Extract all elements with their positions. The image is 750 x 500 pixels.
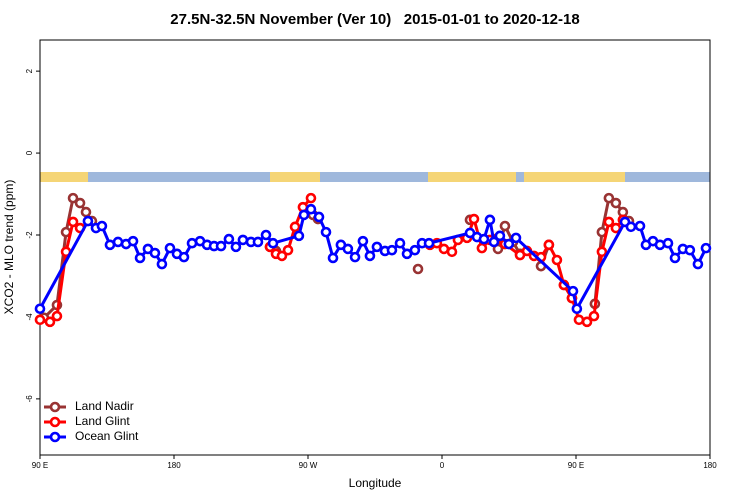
data-point (654, 239, 666, 251)
series (34, 203, 712, 315)
data-point (364, 250, 376, 262)
data-point (67, 192, 79, 204)
data-point (267, 237, 279, 249)
data-point (282, 244, 294, 256)
data-point (223, 233, 235, 245)
y-tick-label: 0 (25, 150, 34, 155)
data-point (446, 246, 458, 258)
data-point (34, 314, 46, 326)
data-point (80, 206, 92, 218)
data-point (662, 237, 674, 249)
data-point (252, 236, 264, 248)
data-point (215, 240, 227, 252)
y-tick-label: -6 (25, 395, 34, 403)
data-point (625, 221, 637, 233)
data-point (684, 244, 696, 256)
x-tick-label: 90 W (299, 461, 318, 470)
data-point (313, 211, 325, 223)
data-point (571, 303, 583, 315)
data-point (327, 252, 339, 264)
data-point (581, 316, 593, 328)
data-point (320, 226, 332, 238)
data-point (164, 242, 176, 254)
data-point (401, 248, 413, 260)
legend-marker (49, 401, 61, 413)
chart-title: 27.5N-32.5N November (Ver 10) 2015-01-01… (170, 11, 579, 28)
data-point (412, 263, 424, 275)
x-axis-label: Longitude (349, 476, 402, 490)
data-point (34, 303, 46, 315)
legend-marker (49, 416, 61, 428)
data-point (293, 230, 305, 242)
data-point (371, 241, 383, 253)
data-point (476, 242, 488, 254)
data-point (178, 251, 190, 263)
data-point (468, 213, 480, 225)
x-tick-label: 90 E (32, 461, 48, 470)
x-tick-label: 0 (440, 461, 445, 470)
y-tick-label: -2 (25, 231, 34, 239)
data-point (67, 216, 79, 228)
data-point (156, 258, 168, 270)
data-point (551, 254, 563, 266)
data-point (96, 220, 108, 232)
data-point (499, 220, 511, 232)
x-tick-label: 180 (167, 461, 181, 470)
data-point (127, 235, 139, 247)
data-point (51, 310, 63, 322)
data-point (409, 244, 421, 256)
y-axis-label: XCO2 - MLO trend (ppm) (2, 180, 16, 315)
data-point (610, 197, 622, 209)
legend-label: Land Glint (75, 414, 130, 428)
data-point (349, 251, 361, 263)
data-point (74, 197, 86, 209)
data-point (494, 230, 506, 242)
y-tick-label: -4 (25, 313, 34, 321)
data-point (305, 192, 317, 204)
data-point (134, 252, 146, 264)
ocean-band (40, 172, 710, 182)
data-point (357, 235, 369, 247)
data-point (603, 192, 615, 204)
data-point (634, 220, 646, 232)
land-band (524, 172, 625, 182)
data-point (44, 316, 56, 328)
data-point (503, 238, 515, 250)
data-point (149, 247, 161, 259)
data-point (669, 252, 681, 264)
data-point (510, 232, 522, 244)
data-point (394, 237, 406, 249)
x-tick-label: 180 (703, 461, 717, 470)
legend-label: Ocean Glint (75, 429, 139, 443)
legend-label: Land Nadir (75, 399, 134, 413)
data-point (276, 250, 288, 262)
data-point (478, 233, 490, 245)
data-point (298, 209, 310, 221)
data-point (543, 239, 555, 251)
data-point (82, 215, 94, 227)
data-point (386, 244, 398, 256)
data-point (588, 310, 600, 322)
data-point (692, 258, 704, 270)
data-point (305, 203, 317, 215)
data-point (289, 221, 301, 233)
data-point (230, 241, 242, 253)
data-point (596, 246, 608, 258)
land-band (428, 172, 516, 182)
data-point (488, 236, 500, 248)
land-band (270, 172, 320, 182)
x-tick-label: 90 E (568, 461, 584, 470)
data-point (603, 216, 615, 228)
legend-marker (49, 431, 61, 443)
data-point (423, 237, 435, 249)
data-point (567, 285, 579, 297)
land-ocean-band (40, 172, 710, 182)
data-point (700, 242, 712, 254)
data-point (260, 229, 272, 241)
land-band (40, 172, 88, 182)
y-tick-label: 2 (25, 68, 34, 73)
data-point (342, 243, 354, 255)
data-point (484, 214, 496, 226)
